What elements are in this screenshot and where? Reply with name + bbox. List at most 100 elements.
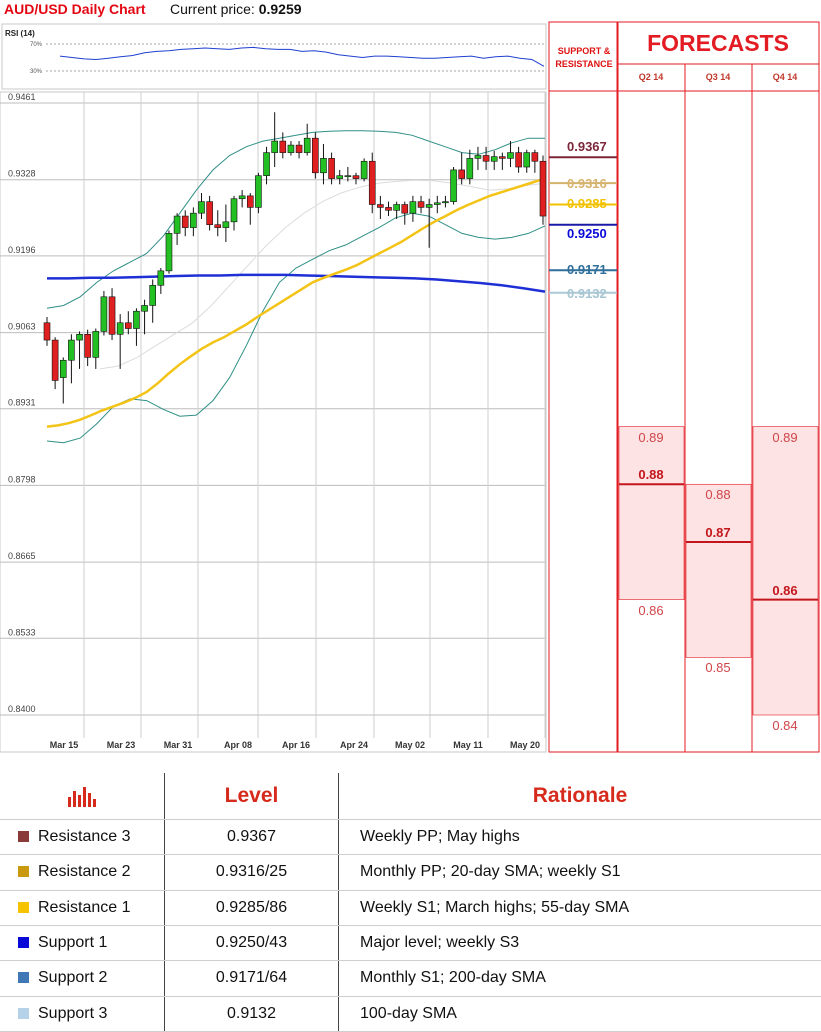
forecast-column-label: Q3 14 — [705, 72, 731, 82]
candle-body — [531, 152, 539, 162]
level-name-cell: Resistance 3 — [0, 819, 165, 856]
candle-body — [320, 158, 327, 174]
candle-body — [181, 215, 189, 228]
chart-title: AUD/USD Daily Chart — [4, 1, 146, 17]
candle-body — [336, 175, 344, 179]
rsi-line — [59, 46, 545, 67]
level-rationale: Weekly S1; March highs; 55-day SMA — [338, 890, 821, 926]
level-name-cell: Support 1 — [0, 925, 165, 962]
y-tick-label: 0.8665 — [8, 551, 36, 561]
candle-body — [100, 296, 108, 332]
forecast-value: 0.89 — [772, 429, 798, 445]
level-swatch — [18, 901, 29, 913]
candle-body — [165, 233, 173, 272]
forecast-value: 0.86 — [772, 582, 798, 598]
candle-body — [328, 158, 335, 179]
candle-body — [409, 201, 417, 214]
sr-level-value: 0.9367 — [567, 139, 607, 155]
forecast-value: 0.85 — [705, 660, 731, 676]
candle-body — [352, 175, 360, 179]
sma-yellow — [46, 177, 546, 428]
candle-body — [222, 221, 230, 228]
candle-body — [368, 160, 376, 205]
table-row: Support 1 0.9250/43 Major level; weekly S3 — [0, 925, 821, 962]
candle-body — [523, 152, 531, 168]
y-tick-label: 0.8400 — [8, 704, 36, 714]
forecast-column-label: Q4 14 — [772, 72, 798, 82]
y-tick-label: 0.9328 — [8, 169, 36, 179]
chart-plot-area — [0, 91, 547, 753]
bollinger-middle — [99, 179, 546, 370]
sr-title-line2: RESISTANCE — [555, 59, 613, 69]
rsi-upper-label: 70% — [30, 42, 43, 48]
level-value: 0.9367 — [164, 819, 339, 856]
level-rationale: Major level; weekly S3 — [338, 925, 821, 962]
level-name-cell: Support 3 — [0, 996, 165, 1032]
level-value: 0.9132 — [164, 996, 339, 1032]
candle-body — [474, 155, 482, 159]
forecast-value: 0.86 — [638, 602, 664, 618]
table-icon-header — [0, 773, 165, 820]
sr-panel — [548, 21, 618, 753]
forecasts-title: FORECASTS — [647, 30, 789, 56]
level-name: Support 3 — [38, 1004, 108, 1022]
table-row: Resistance 2 0.9316/25 Monthly PP; 20-day … — [0, 854, 821, 891]
forecast-range-box — [685, 483, 752, 658]
candle-body — [482, 155, 490, 162]
table-row: Resistance 3 0.9367 Weekly PP; May highs — [0, 819, 821, 856]
candle-body — [312, 137, 319, 174]
forecast-value: 0.84 — [772, 718, 798, 733]
level-name: Resistance 3 — [38, 828, 131, 846]
candle-body — [377, 204, 384, 208]
candle-body — [206, 201, 213, 226]
candle-body — [173, 215, 181, 234]
candle-body — [238, 195, 246, 200]
level-name: Resistance 1 — [38, 898, 131, 916]
level-value: 0.9250/43 — [164, 925, 339, 962]
candle-body — [116, 322, 124, 335]
y-tick-label: 0.8798 — [8, 474, 36, 484]
level-swatch — [18, 937, 29, 949]
candle-body — [344, 175, 352, 177]
level-value: 0.9285/86 — [164, 890, 339, 926]
sr-level-value: 0.9132 — [567, 285, 607, 301]
candle-body — [271, 140, 278, 153]
chart-header: AUD/USD Daily Chart Current price: 0.925… — [0, 0, 548, 22]
candle-body — [76, 334, 83, 341]
forecast-value: 0.89 — [638, 429, 664, 445]
table-row: Support 3 0.9132 100-day SMA — [0, 996, 821, 1032]
level-name-cell: Resistance 2 — [0, 854, 165, 891]
candle-body — [539, 160, 547, 217]
candle-body — [433, 202, 441, 205]
candle-body — [230, 198, 238, 223]
candle-body — [360, 160, 368, 179]
candle-body — [490, 156, 498, 162]
candle-body — [255, 175, 262, 208]
level-name-cell: Support 2 — [0, 960, 165, 997]
forecast-column-label: Q2 14 — [638, 72, 664, 82]
candle-body — [190, 212, 197, 228]
level-swatch — [18, 866, 29, 878]
x-tick-label: Mar 15 — [50, 740, 79, 750]
x-tick-label: Mar 31 — [164, 740, 193, 750]
bar-chart-icon — [68, 787, 96, 808]
candle-body — [246, 195, 254, 208]
level-header: Level — [164, 773, 339, 820]
x-tick-label: May 11 — [453, 740, 483, 750]
forecast-value: 0.88 — [705, 487, 731, 503]
sma-blue — [47, 273, 546, 293]
table-row: Support 2 0.9171/64 Monthly S1; 200-day SM… — [0, 960, 821, 997]
levels-table: Level Rationale Resistance 3 0.9367 Weekly… — [0, 773, 821, 1032]
candle-body — [393, 204, 400, 211]
rationale-header: Rationale — [338, 773, 821, 820]
rsi-lower-label: 30% — [30, 69, 43, 75]
bollinger-upper — [46, 130, 545, 309]
sr-level-value: 0.9285 — [567, 195, 607, 211]
candle-body — [279, 140, 287, 153]
candle-body — [149, 284, 157, 306]
level-value: 0.9171/64 — [164, 960, 339, 997]
candle-body — [141, 305, 148, 312]
level-rationale: Monthly PP; 20-day SMA; weekly S1 — [338, 854, 821, 891]
sr-level-value: 0.9316 — [567, 176, 607, 192]
y-tick-label: 0.9461 — [8, 92, 36, 102]
